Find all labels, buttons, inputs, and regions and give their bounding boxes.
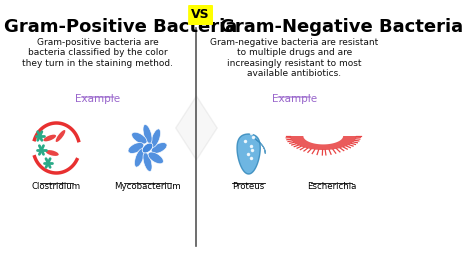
Text: Proteus: Proteus — [233, 182, 265, 191]
Ellipse shape — [151, 143, 167, 153]
Ellipse shape — [43, 135, 56, 141]
Text: Example: Example — [75, 94, 120, 104]
Ellipse shape — [46, 150, 59, 156]
Text: Gram-Positive Bacteria: Gram-Positive Bacteria — [4, 18, 237, 36]
FancyBboxPatch shape — [188, 5, 213, 25]
Text: Example: Example — [272, 94, 317, 104]
Text: Clostridium: Clostridium — [32, 182, 81, 191]
Text: Gram-negative bacteria are resistant
to multiple drugs and are
increasingly resi: Gram-negative bacteria are resistant to … — [210, 38, 378, 78]
Text: VS: VS — [191, 8, 210, 22]
Ellipse shape — [132, 132, 147, 144]
Polygon shape — [176, 96, 217, 160]
Text: Gram-positive bacteria are
bacteria classified by the color
they turn in the sta: Gram-positive bacteria are bacteria clas… — [22, 38, 173, 68]
Polygon shape — [237, 134, 260, 174]
Text: Escherichia: Escherichia — [307, 182, 356, 191]
Ellipse shape — [142, 143, 153, 153]
Ellipse shape — [151, 129, 161, 147]
Ellipse shape — [143, 153, 152, 172]
Text: Mycobacterium: Mycobacterium — [114, 182, 181, 191]
Text: Gram-Negative Bacteria: Gram-Negative Bacteria — [219, 18, 463, 36]
Ellipse shape — [128, 143, 144, 153]
Ellipse shape — [148, 152, 164, 164]
Polygon shape — [290, 136, 356, 150]
Ellipse shape — [135, 149, 144, 167]
Ellipse shape — [55, 130, 65, 142]
Ellipse shape — [143, 124, 152, 144]
